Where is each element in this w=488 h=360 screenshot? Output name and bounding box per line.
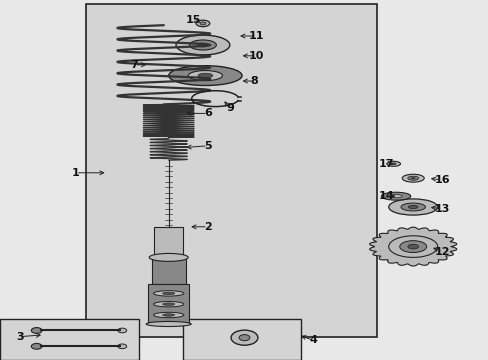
Ellipse shape — [389, 194, 401, 198]
FancyBboxPatch shape — [85, 4, 376, 337]
Ellipse shape — [239, 335, 249, 341]
Text: 17: 17 — [378, 159, 393, 169]
Polygon shape — [369, 227, 456, 266]
Ellipse shape — [153, 291, 183, 296]
Ellipse shape — [407, 244, 418, 249]
Text: 11: 11 — [248, 31, 264, 41]
Ellipse shape — [149, 253, 188, 261]
Ellipse shape — [196, 20, 209, 27]
Ellipse shape — [162, 314, 175, 316]
Ellipse shape — [388, 199, 437, 215]
Ellipse shape — [146, 321, 191, 327]
Text: 10: 10 — [248, 51, 264, 61]
Ellipse shape — [168, 66, 242, 85]
FancyBboxPatch shape — [154, 227, 183, 257]
Text: 15: 15 — [185, 15, 201, 25]
Text: 5: 5 — [203, 141, 211, 151]
Ellipse shape — [118, 344, 126, 348]
Ellipse shape — [401, 174, 423, 182]
FancyBboxPatch shape — [151, 257, 185, 284]
Ellipse shape — [31, 328, 42, 333]
FancyBboxPatch shape — [0, 319, 139, 360]
Ellipse shape — [162, 303, 175, 305]
Text: 8: 8 — [250, 76, 258, 86]
Ellipse shape — [118, 328, 126, 333]
Text: 6: 6 — [203, 108, 211, 118]
Text: 12: 12 — [434, 247, 449, 257]
Ellipse shape — [400, 203, 425, 211]
Ellipse shape — [188, 71, 222, 81]
Ellipse shape — [381, 192, 410, 200]
Ellipse shape — [231, 330, 258, 345]
Text: 16: 16 — [434, 175, 449, 185]
FancyBboxPatch shape — [183, 319, 300, 360]
Ellipse shape — [198, 73, 212, 78]
Ellipse shape — [162, 292, 175, 294]
Ellipse shape — [390, 163, 395, 165]
Ellipse shape — [189, 40, 216, 50]
Text: 14: 14 — [378, 191, 393, 201]
Ellipse shape — [399, 240, 426, 253]
Ellipse shape — [176, 35, 229, 55]
Text: 13: 13 — [434, 204, 449, 214]
Text: 7: 7 — [130, 60, 138, 70]
Ellipse shape — [386, 161, 400, 166]
Ellipse shape — [153, 302, 183, 307]
Ellipse shape — [200, 22, 205, 25]
Ellipse shape — [153, 312, 183, 318]
Text: 4: 4 — [308, 335, 316, 345]
Text: 9: 9 — [225, 103, 233, 113]
Ellipse shape — [197, 43, 208, 47]
Ellipse shape — [31, 343, 42, 349]
Text: 3: 3 — [17, 332, 24, 342]
Text: 1: 1 — [72, 168, 80, 178]
FancyBboxPatch shape — [148, 284, 189, 324]
Ellipse shape — [407, 205, 417, 209]
Ellipse shape — [407, 176, 418, 180]
Text: 2: 2 — [203, 222, 211, 232]
Ellipse shape — [410, 177, 414, 179]
